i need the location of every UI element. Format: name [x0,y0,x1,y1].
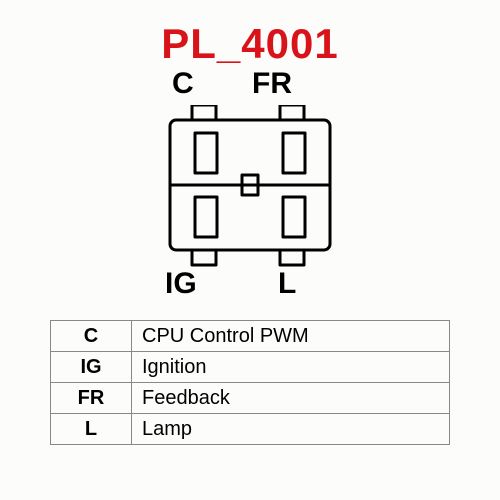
pin-legend-table: C CPU Control PWM IG Ignition FR Feedbac… [50,320,450,445]
code-cell: L [51,414,132,445]
code-cell: C [51,321,132,352]
desc-cell: Feedback [132,383,450,414]
pin-label-c: C [172,67,194,101]
connector-diagram: C FR IG L [130,75,370,295]
code-cell: IG [51,352,132,383]
desc-cell: Lamp [132,414,450,445]
pin-label-l: L [278,267,296,301]
pin-label-fr: FR [252,67,292,101]
table-row: L Lamp [51,414,450,445]
code-cell: FR [51,383,132,414]
table-row: FR Feedback [51,383,450,414]
desc-cell: Ignition [132,352,450,383]
desc-cell: CPU Control PWM [132,321,450,352]
part-number-title: PL_4001 [161,20,338,68]
table-row: IG Ignition [51,352,450,383]
connector-icon [150,105,350,270]
table-row: C CPU Control PWM [51,321,450,352]
pin-label-ig: IG [165,267,197,301]
